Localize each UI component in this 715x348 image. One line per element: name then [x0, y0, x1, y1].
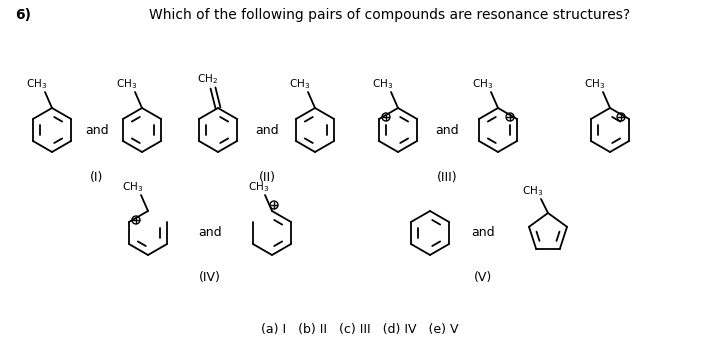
Text: and: and	[471, 227, 495, 239]
Text: CH$_3$: CH$_3$	[584, 77, 606, 91]
Text: (I): (I)	[90, 172, 104, 184]
Text: CH$_2$: CH$_2$	[197, 72, 217, 86]
Text: (IV): (IV)	[199, 271, 221, 285]
Text: CH$_3$: CH$_3$	[26, 77, 48, 91]
Text: and: and	[198, 227, 222, 239]
Text: CH$_3$: CH$_3$	[122, 180, 144, 194]
Text: CH$_3$: CH$_3$	[473, 77, 493, 91]
Text: CH$_3$: CH$_3$	[290, 77, 310, 91]
Text: CH$_3$: CH$_3$	[373, 77, 393, 91]
Text: (V): (V)	[474, 271, 492, 285]
Text: CH$_3$: CH$_3$	[523, 184, 543, 198]
Text: Which of the following pairs of compounds are resonance structures?: Which of the following pairs of compound…	[149, 8, 631, 22]
Text: 6): 6)	[15, 8, 31, 22]
Text: (II): (II)	[259, 172, 275, 184]
Text: (III): (III)	[437, 172, 458, 184]
Text: (a) I   (b) II   (c) III   (d) IV   (e) V: (a) I (b) II (c) III (d) IV (e) V	[261, 324, 459, 337]
Text: CH$_3$: CH$_3$	[117, 77, 137, 91]
Text: and: and	[435, 124, 459, 136]
Text: and: and	[85, 124, 109, 136]
Text: and: and	[255, 124, 279, 136]
Text: CH$_3$: CH$_3$	[248, 180, 270, 194]
